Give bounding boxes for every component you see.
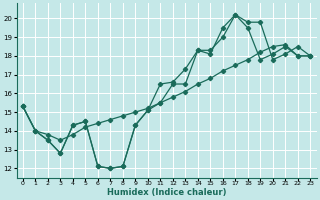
X-axis label: Humidex (Indice chaleur): Humidex (Indice chaleur) bbox=[107, 188, 226, 197]
